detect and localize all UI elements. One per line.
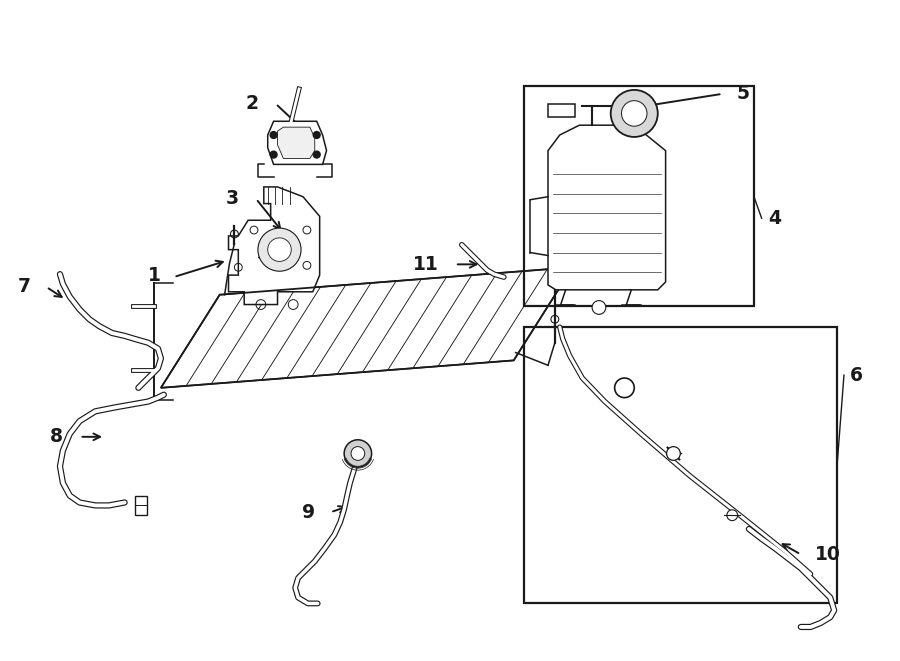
- Text: 1: 1: [148, 266, 161, 285]
- Text: 7: 7: [18, 278, 31, 296]
- Text: 10: 10: [814, 545, 841, 564]
- Polygon shape: [229, 187, 320, 305]
- Text: 8: 8: [50, 427, 63, 446]
- Circle shape: [667, 447, 680, 460]
- Circle shape: [727, 510, 738, 521]
- Bar: [135, 496, 148, 515]
- Text: 5: 5: [736, 85, 749, 103]
- Text: 3: 3: [226, 189, 239, 208]
- Circle shape: [270, 132, 277, 138]
- Text: 2: 2: [246, 94, 259, 113]
- Circle shape: [622, 100, 647, 126]
- Circle shape: [313, 151, 320, 158]
- Polygon shape: [161, 267, 572, 388]
- Text: 11: 11: [412, 255, 438, 274]
- Circle shape: [592, 301, 606, 315]
- Polygon shape: [548, 125, 666, 290]
- Bar: [524, 327, 837, 603]
- Circle shape: [615, 378, 634, 398]
- Circle shape: [258, 228, 301, 271]
- Polygon shape: [277, 127, 315, 159]
- Circle shape: [611, 90, 658, 137]
- Bar: [524, 86, 754, 307]
- Circle shape: [313, 132, 320, 138]
- Text: 6: 6: [850, 366, 863, 385]
- Circle shape: [344, 440, 372, 467]
- Bar: [548, 104, 575, 118]
- Polygon shape: [267, 121, 327, 165]
- Text: 9: 9: [302, 503, 315, 522]
- Text: 4: 4: [769, 209, 781, 228]
- Circle shape: [267, 238, 292, 261]
- Circle shape: [351, 447, 364, 460]
- Circle shape: [270, 151, 277, 158]
